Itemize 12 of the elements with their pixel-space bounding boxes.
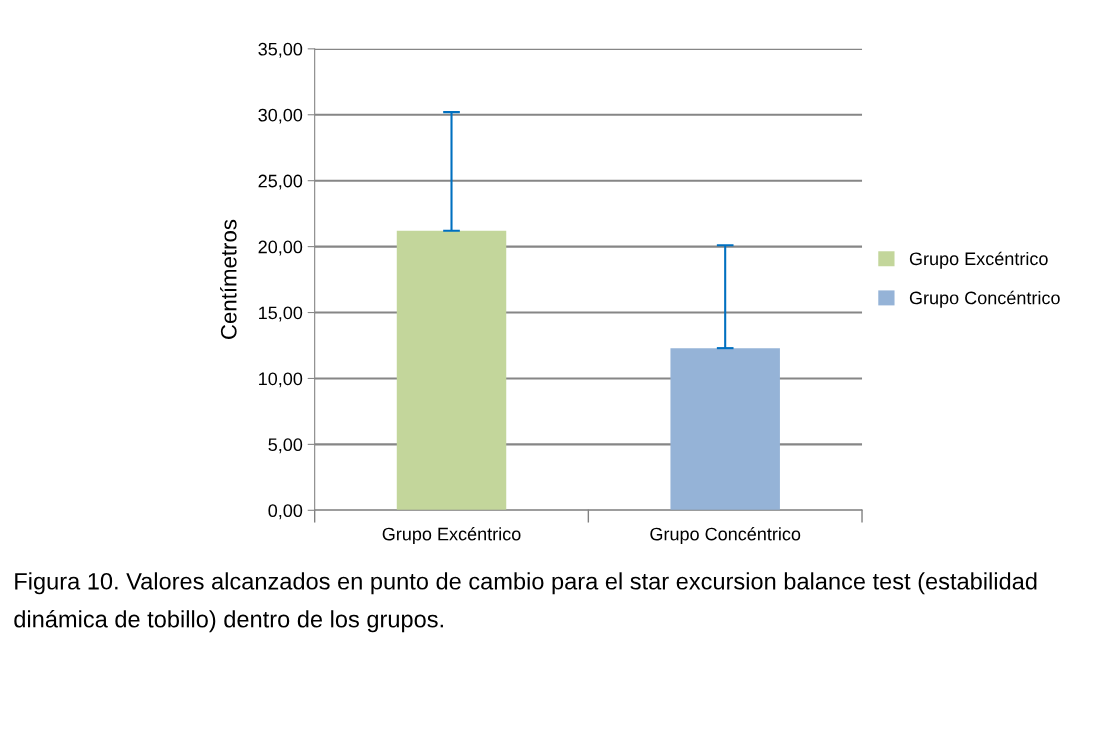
text: Figura 10. Valores alcanzados en punto de cambio para el star excursion balance test (estabilidad dinámica de tobillo) dentro de los grupos. (14, 572, 1037, 633)
y-tick-label: 0,00 (268, 504, 303, 520)
y-tick-label: 15,00 (259, 306, 303, 322)
y-tick-label: 5,00 (268, 438, 303, 454)
legend-label: Grupo Concéntrico (909, 290, 1060, 308)
y-tick-label: 25,00 (258, 174, 303, 190)
y-tick-label: 35,00 (258, 42, 303, 58)
y-tick-label: 10,00 (259, 372, 303, 388)
legend-label: Grupo Excéntrico (909, 251, 1048, 269)
y-tick-label: 20,00 (258, 240, 303, 256)
y-tick-label: 30,00 (258, 108, 303, 124)
y-axis-title: Centímetros (220, 219, 237, 339)
